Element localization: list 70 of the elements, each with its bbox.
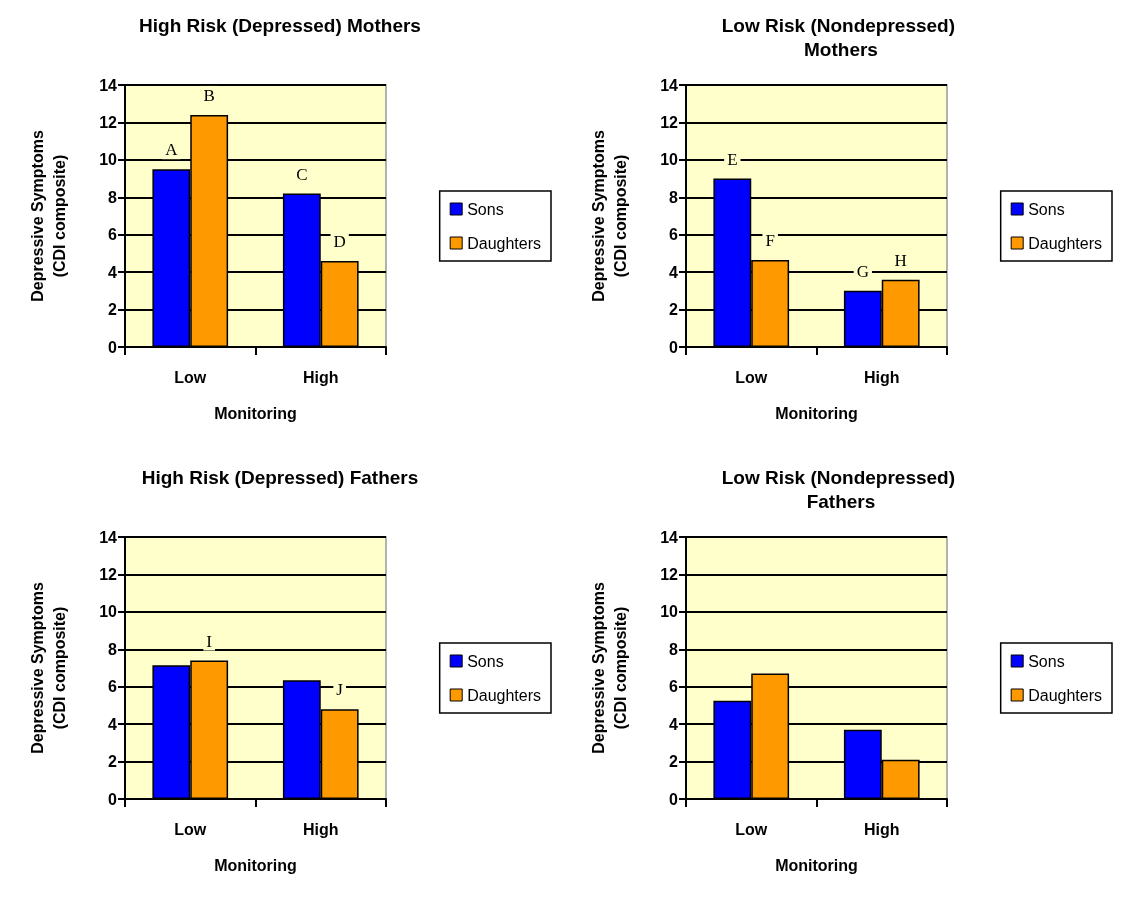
y-tick-label: 4 — [669, 263, 679, 281]
x-axis-title: Monitoring — [775, 856, 858, 874]
y-tick-label: 6 — [108, 226, 118, 244]
legend-label: Sons — [467, 652, 504, 670]
legend-label: Sons — [1028, 200, 1065, 218]
data-label: A — [165, 140, 179, 160]
y-tick-label: 2 — [669, 753, 679, 771]
data-label: E — [727, 149, 738, 169]
y-tick-label: 10 — [99, 603, 118, 621]
y-tick-label: 10 — [660, 603, 679, 621]
y-tick-label: 8 — [108, 188, 118, 206]
y-axis-title: Depressive Symptoms (CDI composite) — [589, 130, 629, 302]
y-tick-label: 2 — [108, 753, 118, 771]
y-tick-label: 0 — [669, 790, 679, 808]
y-tick-label: 4 — [108, 263, 118, 281]
y-tick-label: 14 — [99, 76, 118, 94]
legend-label: Daughters — [1028, 234, 1103, 252]
legend-label: Daughters — [1028, 686, 1103, 704]
x-axis-title: Monitoring — [214, 856, 297, 874]
x-tick-label: Low — [174, 368, 207, 386]
y-axis-title: Depressive Symptoms (CDI composite) — [28, 582, 68, 754]
legend-label: Sons — [467, 200, 504, 218]
data-label: I — [206, 631, 213, 651]
chart-title: Low Risk (Nondepressed) Mothers — [721, 14, 961, 60]
x-tick-label: Low — [174, 820, 207, 838]
x-tick-label: Low — [735, 820, 768, 838]
data-label: H — [894, 250, 907, 270]
y-tick-label: 4 — [108, 715, 118, 733]
y-tick-label: 6 — [669, 226, 679, 244]
data-label: J — [336, 680, 344, 700]
y-tick-label: 6 — [669, 678, 679, 696]
x-tick-label: High — [302, 820, 339, 838]
y-tick-label: 8 — [108, 640, 118, 658]
legend-label: Daughters — [467, 234, 542, 252]
y-tick-label: 10 — [99, 151, 118, 169]
y-tick-label: 0 — [108, 338, 118, 356]
data-label: D — [333, 231, 346, 251]
x-tick-label: High — [302, 368, 339, 386]
y-tick-label: 14 — [660, 76, 679, 94]
x-tick-label: Low — [735, 368, 768, 386]
y-axis-title: Depressive Symptoms (CDI composite) — [28, 130, 68, 302]
data-label: B — [203, 85, 215, 105]
y-tick-label: 14 — [660, 528, 679, 546]
y-tick-label: 0 — [108, 790, 118, 808]
x-tick-label: High — [863, 820, 900, 838]
y-tick-label: 2 — [669, 301, 679, 319]
y-axis-title: Depressive Symptoms (CDI composite) — [589, 582, 629, 754]
data-label: C — [296, 164, 308, 184]
y-tick-label: 8 — [669, 640, 679, 658]
chart-title: High Risk (Depressed) Mothers — [139, 14, 421, 36]
chart-title: Low Risk (Nondepressed) Fathers — [721, 466, 961, 512]
y-tick-label: 12 — [660, 113, 679, 131]
y-tick-label: 4 — [669, 715, 679, 733]
data-label: G — [856, 261, 869, 281]
y-tick-label: 14 — [99, 528, 118, 546]
y-tick-label: 12 — [660, 565, 679, 583]
data-label: F — [765, 230, 775, 250]
y-tick-label: 12 — [99, 113, 118, 131]
x-axis-title: Monitoring — [214, 404, 297, 422]
chart-title: High Risk (Depressed) Fathers — [141, 466, 419, 488]
y-tick-label: 8 — [669, 188, 679, 206]
legend-label: Daughters — [467, 686, 542, 704]
legend-label: Sons — [1028, 652, 1065, 670]
x-axis-title: Monitoring — [775, 404, 858, 422]
y-tick-label: 12 — [99, 565, 118, 583]
y-tick-label: 10 — [660, 151, 679, 169]
y-tick-label: 2 — [108, 301, 118, 319]
y-tick-label: 0 — [669, 338, 679, 356]
y-tick-label: 6 — [108, 678, 118, 696]
x-tick-label: High — [863, 368, 900, 386]
